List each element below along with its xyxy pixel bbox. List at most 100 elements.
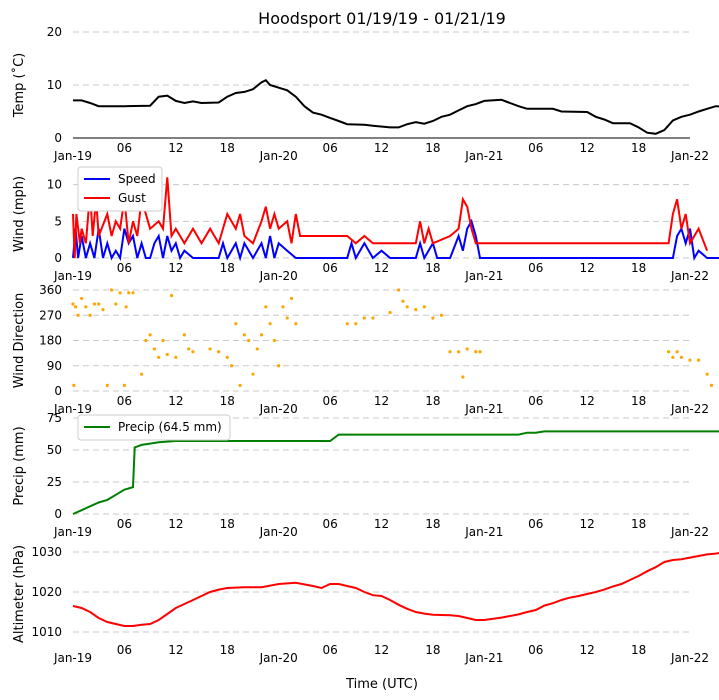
x-tick-label: 18 <box>220 141 235 155</box>
direction-point <box>191 350 195 354</box>
x-tick-label: 06 <box>117 261 132 275</box>
x-tick-label: 06 <box>528 141 543 155</box>
direction-point <box>397 288 401 292</box>
panel-temperature: 0 10 20 Temp (˚C) Jan-19 06 12 18 Jan-20 06 12 18 Ja… <box>11 25 719 163</box>
direction-point <box>101 308 105 312</box>
x-tick-label: 06 <box>322 141 337 155</box>
x-tick-label: 06 <box>322 394 337 408</box>
x-tick-label: Jan-22 <box>670 525 709 539</box>
legend-label: Speed <box>118 172 156 186</box>
y-tick-label: 10 <box>47 178 62 192</box>
x-tick-label: 12 <box>580 141 595 155</box>
direction-point <box>114 302 118 306</box>
x-tick-label: 12 <box>168 261 183 275</box>
direction-point <box>139 372 144 376</box>
x-tick-label: 12 <box>374 261 389 275</box>
direction-point <box>666 350 671 354</box>
direction-point <box>705 372 709 376</box>
direction-point <box>457 350 461 354</box>
direction-point <box>234 322 238 326</box>
x-tick-label: 12 <box>374 517 389 531</box>
direction-point <box>679 355 684 359</box>
direction-point <box>208 347 212 351</box>
x-tick-label: Jan-20 <box>259 402 298 416</box>
x-tick-label: 12 <box>168 141 183 155</box>
direction-point <box>152 347 157 351</box>
x-tick-label: 18 <box>220 643 235 657</box>
series-line-speed <box>72 218 719 262</box>
direction-point <box>217 350 221 354</box>
direction-point <box>422 305 426 309</box>
direction-point <box>696 358 701 362</box>
direction-point <box>174 355 178 359</box>
x-tick-label: Jan-20 <box>259 525 298 539</box>
y-tick-label: 0 <box>54 251 62 265</box>
y-axis-label: Altimeter (hPa) <box>12 545 27 643</box>
x-tick-label: 18 <box>425 261 440 275</box>
x-tick-label: Jan-19 <box>53 402 92 416</box>
direction-point <box>118 291 122 295</box>
y-tick-label: 75 <box>47 411 62 425</box>
x-tick-label: 12 <box>168 517 183 531</box>
x-tick-label: Jan-20 <box>259 651 298 665</box>
direction-point <box>251 372 255 376</box>
y-tick-label: 1010 <box>31 625 62 639</box>
x-tick-label: 06 <box>528 643 543 657</box>
y-axis-label: Temp (˚C) <box>11 53 27 119</box>
x-tick-label: 18 <box>631 394 646 408</box>
x-tick-label: 12 <box>580 394 595 408</box>
y-axis-label: Wind Direction <box>12 293 27 389</box>
x-tick-label: Jan-19 <box>53 651 92 665</box>
direction-point <box>73 305 78 309</box>
direction-point <box>122 383 127 387</box>
direction-point <box>148 333 152 337</box>
direction-point <box>92 302 97 306</box>
x-tick-label: 18 <box>425 141 440 155</box>
x-tick-label: 18 <box>631 141 646 155</box>
direction-point <box>688 358 692 362</box>
x-tick-label: 18 <box>631 261 646 275</box>
direction-point <box>157 355 161 359</box>
series-line-temp <box>73 78 719 135</box>
legend: Speed Gust <box>77 166 163 212</box>
direction-point <box>105 383 109 387</box>
y-tick-label: 10 <box>47 78 62 92</box>
direction-point <box>247 338 251 343</box>
direction-point <box>76 313 80 317</box>
direction-point <box>242 333 246 337</box>
direction-point <box>474 350 478 354</box>
x-tick-label: Jan-21 <box>464 269 503 283</box>
panel-altimeter: 1010 1020 1030 Altimeter (hPa) Jan-19 06 12 18 J… <box>12 545 719 665</box>
y-tick-label: 360 <box>39 283 62 297</box>
direction-point <box>294 322 298 326</box>
direction-point <box>169 294 174 298</box>
direction-point <box>229 364 234 368</box>
direction-point <box>465 347 469 351</box>
x-tick-label: 12 <box>374 643 389 657</box>
direction-point <box>281 305 285 309</box>
direction-point <box>88 313 92 317</box>
direction-point <box>238 383 242 387</box>
x-tick-label: 12 <box>168 643 183 657</box>
x-tick-label: 12 <box>374 394 389 408</box>
direction-point <box>182 333 187 337</box>
direction-point <box>124 305 128 309</box>
x-tick-label: 12 <box>580 643 595 657</box>
x-tick-label: 06 <box>117 141 132 155</box>
y-tick-label: 0 <box>54 131 62 145</box>
x-tick-label: 18 <box>425 394 440 408</box>
x-tick-label: 18 <box>631 517 646 531</box>
x-tick-label: Jan-21 <box>464 149 503 163</box>
x-tick-label: 18 <box>220 261 235 275</box>
y-tick-label: 50 <box>47 443 62 457</box>
series-line-precip-64-5-mm <box>72 430 719 515</box>
y-axis-label: Wind (mph) <box>12 176 27 252</box>
direction-point <box>165 352 169 357</box>
x-tick-label: Jan-19 <box>53 269 92 283</box>
direction-point <box>285 316 289 320</box>
x-tick-label: 06 <box>528 517 543 531</box>
x-tick-label: 12 <box>374 141 389 155</box>
direction-point <box>72 383 76 387</box>
direction-point <box>97 302 101 306</box>
x-tick-label: 18 <box>220 517 235 531</box>
